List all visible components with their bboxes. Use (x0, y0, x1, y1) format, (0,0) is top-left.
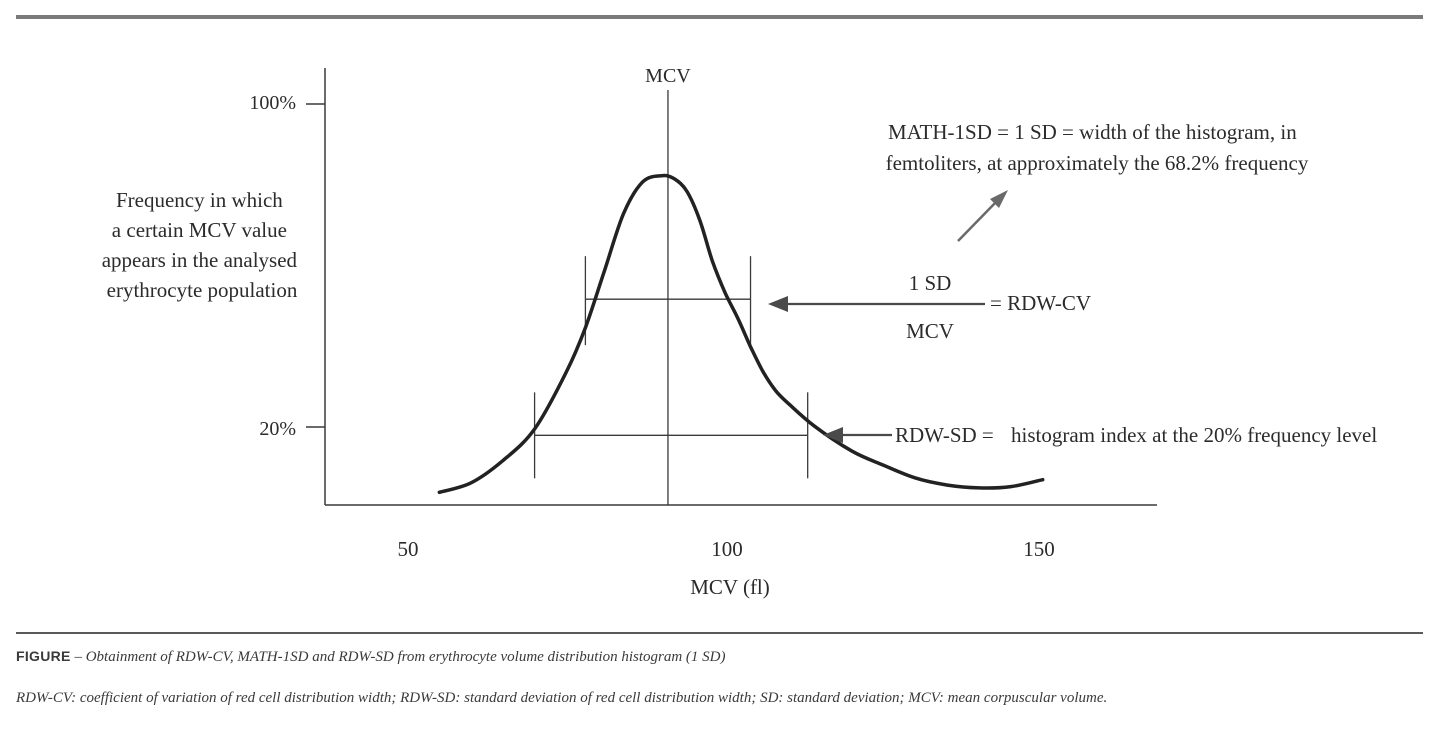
y-tick-label-100: 100% (249, 92, 296, 114)
diagram: 100% 20% Frequency in which a certain MC… (16, 15, 1423, 634)
figure-caption: FIGURE – Obtainment of RDW-CV, MATH-1SD … (16, 648, 1428, 666)
figure-caption-dash: – (70, 649, 86, 665)
rdw-cv-result: = RDW-CV (990, 291, 1091, 315)
rdw-cv-arrow (768, 296, 985, 312)
rdw-sd-arrow (823, 427, 892, 443)
figure-caption-title: Obtainment of RDW-CV, MATH-1SD and RDW-S… (85, 649, 726, 665)
y-axis-label: Frequency in which a certain MCV value a… (102, 188, 303, 302)
math1sd-line: MATH-1SD = 1 SD = width of the histogram… (888, 120, 1297, 144)
rdw-sd-label: RDW-SD = (895, 423, 994, 447)
y-axis-label-line: Frequency in which (116, 188, 283, 212)
y-axis-label-line: erythrocyte population (107, 278, 298, 302)
distribution-curve (437, 173, 1045, 495)
figure-abbreviations-note: RDW-CV: coefficient of variation of red … (16, 690, 1108, 706)
math1sd-arrow (957, 190, 1008, 242)
y-axis-label-line: appears in the analysed (102, 248, 298, 272)
mcv-label: MCV (645, 65, 691, 87)
figure-caption-lead: FIGURE (16, 648, 71, 664)
x-tick-label-50: 50 (398, 537, 419, 561)
x-tick-label-100: 100 (711, 537, 743, 561)
rdw-cv-denominator: MCV (906, 319, 954, 343)
math1sd-annotation: MATH-1SD = 1 SD = width of the histogram… (886, 120, 1309, 175)
x-tick-label-150: 150 (1023, 537, 1055, 561)
rdw-cv-numerator: 1 SD (909, 271, 952, 295)
y-tick-label-20: 20% (259, 418, 296, 440)
x-axis-label: MCV (fl) (690, 575, 770, 599)
rdw-sd-text: histogram index at the 20% frequency lev… (1011, 423, 1377, 447)
y-axis-label-line: a certain MCV value (112, 218, 287, 242)
math1sd-line: femtoliters, at approximately the 68.2% … (886, 151, 1309, 175)
y-ticks: 100% 20% (249, 92, 325, 440)
